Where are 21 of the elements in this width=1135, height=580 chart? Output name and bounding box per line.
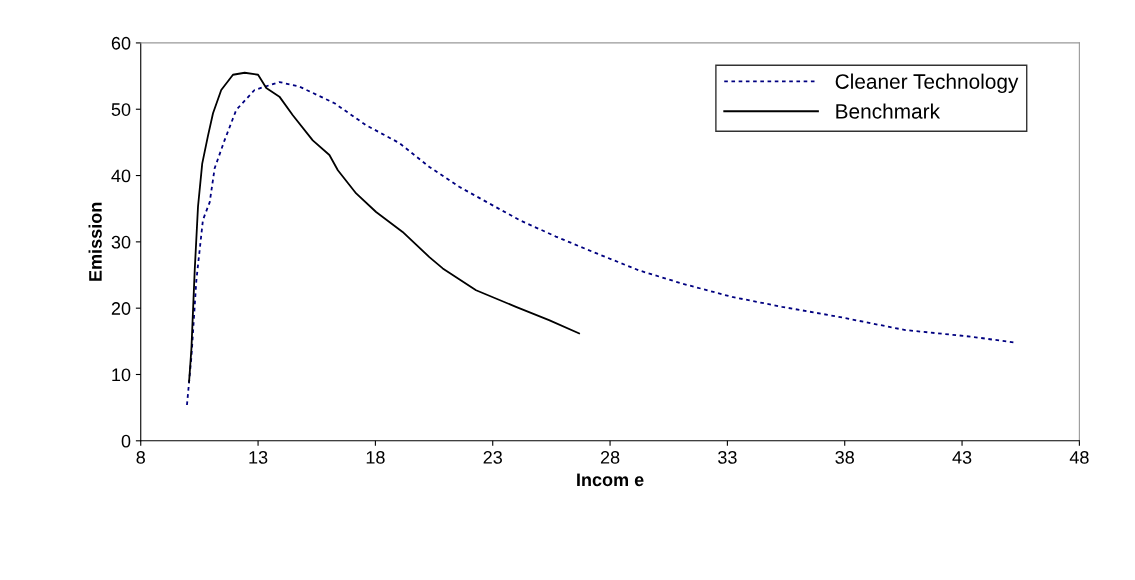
y-axis-title: Emission xyxy=(88,202,102,281)
y-tick-label: 20 xyxy=(111,302,131,315)
x-tick-label: 13 xyxy=(249,451,268,464)
x-tick-label: 23 xyxy=(483,451,502,464)
x-axis-title: Incom e xyxy=(577,473,644,487)
x-tick-label: 48 xyxy=(1069,451,1089,464)
x-tick-label: 28 xyxy=(600,451,620,464)
legend-label: Benchmark xyxy=(836,103,941,119)
y-tick-label: 0 xyxy=(121,434,131,448)
y-tick-label: 10 xyxy=(112,368,131,382)
line-series xyxy=(188,71,580,383)
y-tick-label: 50 xyxy=(111,103,131,116)
legend-label: Cleaner Technology xyxy=(835,73,1019,94)
y-tick-label: 40 xyxy=(111,169,131,183)
x-tick-label: 43 xyxy=(952,451,972,464)
x-tick-label: 38 xyxy=(835,451,854,464)
y-tick-label: 60 xyxy=(111,36,131,50)
x-tick-label: 18 xyxy=(366,451,385,464)
y-tick-label: 30 xyxy=(111,235,131,249)
x-tick-label: 8 xyxy=(136,451,145,464)
x-tick-label: 33 xyxy=(718,451,737,464)
